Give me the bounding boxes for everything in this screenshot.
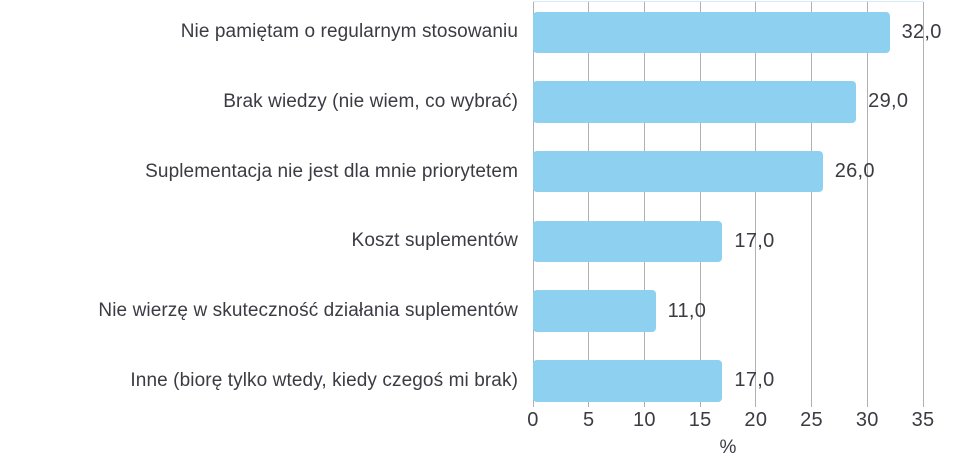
plot-top-border — [533, 1, 923, 2]
bar — [533, 81, 857, 123]
gridline — [699, 2, 701, 407]
category-label: Suplementacja nie jest dla mnie prioryte… — [145, 160, 518, 182]
x-tick-label: 25 — [800, 409, 823, 431]
x-axis-title: % — [719, 437, 737, 458]
x-tick-label: 10 — [632, 409, 656, 431]
x-tick-label: 35 — [911, 409, 935, 431]
gridline — [532, 2, 534, 407]
gridline — [643, 2, 645, 407]
value-label: 11,0 — [667, 299, 707, 322]
value-label: 29,0 — [868, 90, 909, 113]
category-label: Inne (biorę tylko wtedy, kiedy czegoś mi… — [130, 369, 518, 391]
gridline — [811, 2, 813, 407]
gridline — [755, 2, 757, 407]
gridline — [922, 2, 924, 407]
category-label: Brak wiedzy (nie wiem, co wybrać) — [223, 90, 518, 112]
bar — [533, 290, 656, 332]
value-label: 17,0 — [734, 369, 775, 392]
x-tick-label: 30 — [855, 409, 879, 431]
gridline — [588, 2, 590, 407]
bar — [533, 220, 723, 263]
x-tick-label: 0 — [527, 409, 539, 431]
gridline — [866, 2, 868, 407]
bar — [533, 150, 823, 193]
x-tick-label: 20 — [744, 409, 768, 431]
bar — [533, 11, 890, 53]
value-label: 32,0 — [901, 20, 942, 43]
category-label: Nie wierzę w skuteczność działania suple… — [98, 300, 518, 322]
bar — [533, 360, 723, 402]
category-label: Nie pamiętam o regularnym stosowaniu — [180, 21, 518, 43]
x-tick-label: 15 — [688, 409, 712, 431]
x-tick-label: 5 — [582, 409, 595, 431]
value-label: 17,0 — [734, 229, 775, 252]
value-label: 26,0 — [834, 160, 875, 183]
category-label: Koszt suplementów — [351, 230, 518, 252]
